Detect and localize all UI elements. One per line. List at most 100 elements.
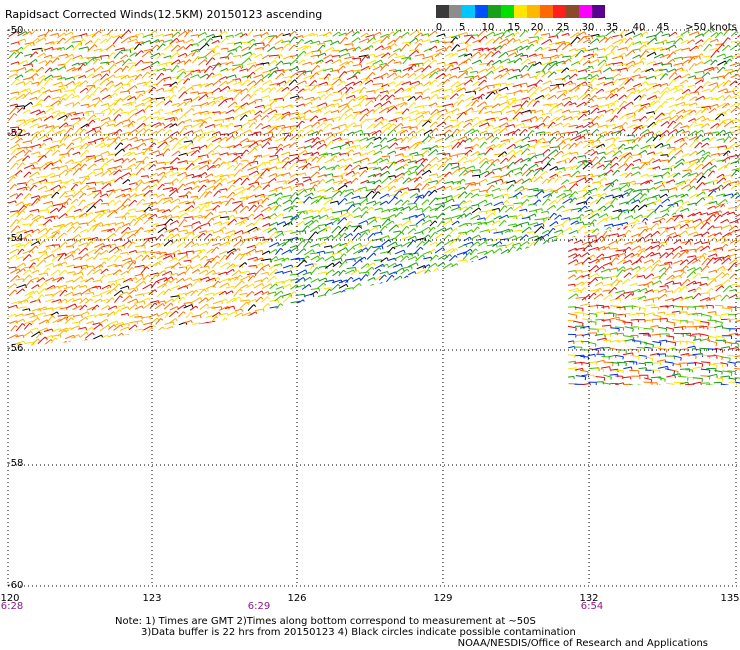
wind-barb-flag xyxy=(177,31,181,35)
wind-barb xyxy=(232,135,240,141)
wind-barb xyxy=(701,72,709,78)
wind-barb-flag xyxy=(464,156,468,160)
wind-barb-flag xyxy=(468,58,472,61)
wind-barb xyxy=(478,85,488,92)
wind-barb xyxy=(708,146,719,149)
wind-barb xyxy=(708,108,716,114)
wind-barb-flag xyxy=(636,144,639,147)
wind-barb-flag xyxy=(273,46,276,50)
wind-barb-flag xyxy=(666,130,670,134)
wind-barb xyxy=(414,38,422,45)
wind-barb xyxy=(359,79,367,87)
wind-barb-flag xyxy=(43,78,47,82)
wind-barb-flag xyxy=(204,120,208,124)
wind-barb xyxy=(317,42,325,45)
wind-barb-flag xyxy=(672,164,676,168)
wind-barb-flag xyxy=(624,100,627,104)
wind-barb-flag xyxy=(106,78,110,82)
wind-barb xyxy=(486,60,493,66)
wind-barb-flag xyxy=(430,119,432,123)
wind-barb-flag xyxy=(142,33,144,37)
wind-barb xyxy=(226,184,233,192)
wind-barb-flag xyxy=(232,164,235,168)
wind-barb xyxy=(85,155,95,158)
wind-barb xyxy=(408,126,417,129)
wind-barb xyxy=(658,134,665,141)
wind-barb xyxy=(633,107,642,114)
wind-barb xyxy=(590,104,598,108)
wind-barb-flag xyxy=(273,87,277,90)
wind-barb xyxy=(416,119,423,127)
wind-barb xyxy=(717,88,727,93)
wind-barb xyxy=(330,145,341,150)
wind-barb-flag xyxy=(547,115,551,119)
wind-barb-flag xyxy=(29,43,33,47)
wind-barb-flag xyxy=(277,158,280,162)
wind-barb-flag xyxy=(232,135,235,139)
wind-barb xyxy=(157,183,163,190)
wind-barb-flag xyxy=(242,186,245,190)
wind-barb xyxy=(485,134,493,141)
wind-barb-flag xyxy=(119,51,123,55)
wind-barb xyxy=(213,144,220,151)
wind-barb xyxy=(484,110,492,114)
wind-barb-flag xyxy=(34,184,37,188)
wind-barb xyxy=(344,30,353,36)
wind-barb-flag xyxy=(211,72,215,76)
wind-barb xyxy=(346,188,354,192)
wind-barb-flag xyxy=(239,82,242,85)
wind-barb-flag xyxy=(49,60,53,63)
wind-barb-flag xyxy=(248,24,250,27)
wind-barb-flag xyxy=(218,157,222,161)
wind-barb xyxy=(16,38,25,43)
wind-barb xyxy=(157,161,166,164)
wind-barb xyxy=(135,27,144,28)
wind-barb xyxy=(309,115,317,122)
wind-barb-flag xyxy=(287,43,291,47)
wind-barb xyxy=(141,40,150,45)
wind-barb xyxy=(605,123,615,128)
wind-barb xyxy=(533,53,543,57)
wind-barb xyxy=(359,137,368,142)
wind-barb-flag xyxy=(432,136,436,139)
wind-barb xyxy=(723,58,731,66)
wind-barb xyxy=(220,146,230,149)
wind-barb-flag xyxy=(413,64,417,67)
wind-barb-flag xyxy=(701,61,704,65)
wind-barb-flag xyxy=(645,31,649,35)
wind-barb xyxy=(184,72,191,78)
wind-barb xyxy=(465,165,474,170)
wind-barb xyxy=(514,158,522,165)
wind-barb xyxy=(289,95,299,99)
wind-barb-flag xyxy=(203,184,207,188)
wind-barb xyxy=(687,161,696,169)
wind-barb xyxy=(233,89,242,92)
wind-barb xyxy=(276,128,283,137)
wind-barb-flag xyxy=(614,124,616,128)
wind-barb xyxy=(91,30,100,38)
wind-barb xyxy=(506,184,513,191)
wind-barb xyxy=(374,94,380,101)
wind-barb-flag xyxy=(601,114,605,117)
wind-barb xyxy=(36,129,44,136)
wind-barb-flag xyxy=(401,87,405,91)
wind-barb-flag xyxy=(381,116,384,120)
wind-barb xyxy=(72,181,81,185)
wind-barb-flag xyxy=(422,119,425,122)
wind-barb xyxy=(114,82,122,88)
wind-barb xyxy=(477,30,486,37)
wind-barb-flag xyxy=(338,126,341,130)
wind-barb-flag xyxy=(419,43,423,46)
wind-barb xyxy=(598,62,606,71)
wind-barb-flag xyxy=(631,163,635,167)
wind-barb-flag xyxy=(63,87,66,91)
wind-barb xyxy=(185,181,194,186)
wind-barb xyxy=(268,35,276,44)
wind-barb xyxy=(113,165,122,169)
wind-barb xyxy=(401,81,411,86)
wind-barb xyxy=(534,160,542,164)
wind-barb-flag xyxy=(349,25,351,27)
wind-barb-flag xyxy=(316,84,320,88)
wind-barb-flag xyxy=(491,134,495,138)
wind-barb xyxy=(15,46,22,52)
